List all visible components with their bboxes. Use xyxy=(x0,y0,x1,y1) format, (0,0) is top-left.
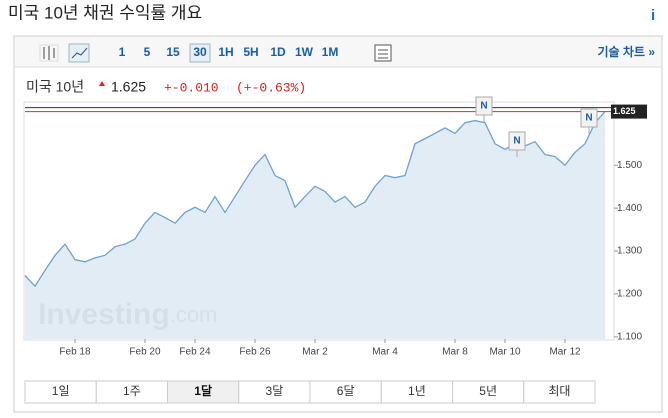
y-tick-label: 1.300 xyxy=(617,246,642,257)
range-label: 5년 xyxy=(479,384,497,398)
range-button[interactable] xyxy=(523,380,596,404)
down-arrow xyxy=(99,81,105,86)
quote-name: 미국 10년 xyxy=(26,79,84,95)
area xyxy=(25,111,605,339)
interval-button[interactable]: 1W xyxy=(295,45,314,59)
interval-button[interactable]: 15 xyxy=(166,45,180,59)
x-tick-label: Feb 26 xyxy=(239,347,271,358)
candle-icon[interactable] xyxy=(39,44,59,62)
news-label: N xyxy=(585,113,592,124)
y-tick-label: 1.500 xyxy=(617,160,642,171)
x-tick-label: Mar 12 xyxy=(549,347,581,358)
range-label: 1달 xyxy=(194,384,212,398)
current-label: 1.625 xyxy=(613,106,636,116)
quote-price: 1.625 xyxy=(111,79,146,95)
line-icon[interactable] xyxy=(68,43,90,63)
line xyxy=(24,111,606,288)
y-tick-label: 1.400 xyxy=(617,203,642,214)
range-label: 6달 xyxy=(337,384,355,398)
range-label: 최대 xyxy=(548,384,570,398)
interval-button[interactable]: 1 xyxy=(119,45,126,59)
interval-button[interactable]: 1D xyxy=(270,45,286,59)
page-title: 미국 10년 채권 수익률 개요 xyxy=(8,3,202,22)
x-tick-label: Feb 20 xyxy=(129,347,161,358)
x-tick-label: Mar 2 xyxy=(302,347,328,358)
interval-button[interactable]: 5 xyxy=(144,45,151,59)
info-icon[interactable]: i xyxy=(651,7,655,24)
x-tick-label: Mar 8 xyxy=(442,347,468,358)
technical-link[interactable]: 기술 차트 » xyxy=(597,44,655,59)
range-label: 1일 xyxy=(52,384,70,398)
y-tick-label: 1.200 xyxy=(617,289,642,300)
y-tick-label: 1.100 xyxy=(617,331,642,342)
x-tick-label: Mar 4 xyxy=(372,347,398,358)
x-tick-label: Feb 24 xyxy=(179,347,211,358)
range-label: 1주 xyxy=(123,384,141,398)
range-label: 1년 xyxy=(408,384,426,398)
interval-selected xyxy=(189,43,211,63)
interval-button[interactable]: 1H xyxy=(218,45,233,59)
news-label: N xyxy=(513,136,520,147)
x-tick-label: Feb 18 xyxy=(59,347,91,358)
interval-button[interactable]: 5H xyxy=(243,45,258,59)
toolbar xyxy=(15,37,661,67)
x-tick-label: Mar 10 xyxy=(489,347,521,358)
quote-change-pct: (+-0.63%) xyxy=(236,80,306,95)
quote-change: +-0.010 xyxy=(164,80,219,95)
table-icon[interactable] xyxy=(374,44,392,62)
interval-button[interactable]: 1M xyxy=(322,45,339,59)
current-tag xyxy=(611,104,647,119)
interval-button[interactable]: 30 xyxy=(193,45,207,59)
news-label: N xyxy=(480,101,487,112)
range-label: 3달 xyxy=(266,384,284,398)
